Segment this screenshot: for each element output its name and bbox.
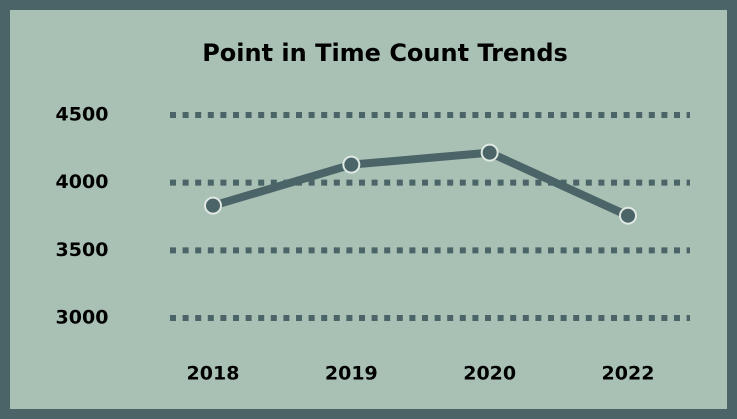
line: [211, 148, 630, 220]
y-tick-label: 3000: [56, 307, 109, 329]
x-tick-label: 2020: [463, 363, 516, 385]
x-tick-label: 2019: [325, 363, 378, 385]
x-tick-label: 2022: [602, 363, 655, 385]
y-tick-label: 3500: [56, 239, 109, 261]
y-tick-label: 4500: [56, 104, 109, 126]
point: [204, 196, 222, 215]
point: [480, 143, 499, 162]
chart-title: Point in Time Count Trends: [202, 39, 568, 67]
point: [619, 206, 637, 225]
y-tick-label: 4000: [56, 171, 109, 193]
x-tick-label: 2018: [187, 363, 240, 385]
point: [342, 155, 361, 174]
